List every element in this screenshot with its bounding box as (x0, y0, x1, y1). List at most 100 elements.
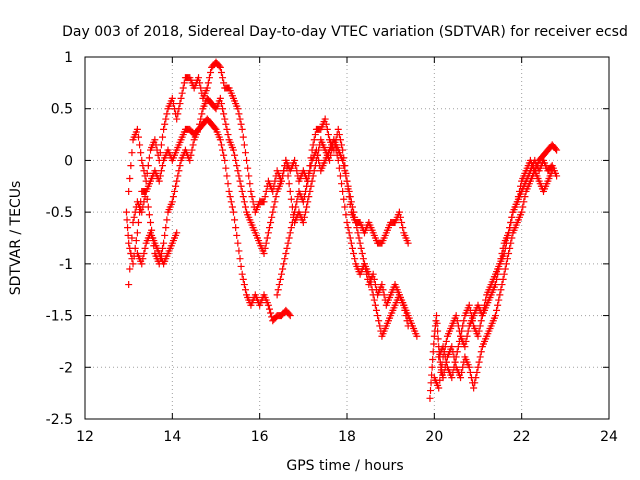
data-point (500, 250, 508, 258)
data-point (451, 358, 459, 366)
data-point (428, 363, 436, 371)
data-point (261, 193, 269, 201)
data-point (278, 177, 285, 185)
data-point (143, 169, 151, 177)
data-point (221, 156, 229, 164)
data-point (348, 244, 356, 252)
data-point (264, 301, 272, 309)
data-point (138, 260, 146, 268)
data-point (493, 275, 501, 283)
data-point (352, 218, 360, 226)
data-point (220, 151, 228, 159)
data-point (238, 187, 246, 195)
data-point (175, 105, 183, 113)
data-point (454, 343, 462, 351)
data-point (285, 310, 293, 318)
data-point (207, 69, 215, 77)
x-tick-label: 18 (338, 429, 356, 445)
data-point (204, 79, 212, 87)
data-point (355, 234, 363, 242)
data-point (502, 260, 510, 268)
data-point (350, 208, 358, 216)
data-point (189, 141, 197, 149)
data-point (231, 216, 239, 224)
x-tick-labels: 12 14 16 18 20 22 24 (76, 429, 618, 445)
data-point (238, 125, 246, 133)
data-point (235, 110, 243, 118)
data-point (134, 133, 142, 141)
x-tick-label: 22 (513, 429, 531, 445)
data-point (500, 270, 508, 278)
data-point (128, 234, 136, 242)
data-point (513, 198, 521, 206)
data-point (229, 146, 237, 154)
data-point (171, 187, 179, 195)
data-point (553, 146, 561, 154)
data-point (216, 136, 224, 144)
data-point (126, 265, 134, 273)
data-point (359, 255, 367, 263)
data-point (440, 348, 448, 356)
data-point (179, 84, 187, 92)
data-point (287, 195, 295, 203)
data-point (160, 239, 168, 247)
data-point (335, 164, 343, 172)
data-point (215, 62, 223, 70)
data-point (351, 213, 359, 221)
data-point (229, 208, 237, 216)
data-point (261, 244, 269, 252)
data-point (315, 156, 323, 164)
data-point (141, 244, 149, 252)
x-tick-label: 20 (425, 429, 443, 445)
data-point (299, 198, 307, 206)
data-point (262, 187, 270, 195)
data-point (477, 317, 485, 325)
data-point (220, 79, 228, 87)
plot-frame (84, 56, 610, 420)
data-point (470, 384, 478, 392)
data-point (306, 167, 314, 175)
data-point (321, 115, 329, 123)
data-point (287, 224, 295, 232)
data-point (290, 213, 298, 221)
data-point (346, 234, 354, 242)
data-point (159, 133, 167, 141)
data-point (260, 250, 268, 258)
data-point (341, 167, 349, 175)
data-point (281, 255, 289, 263)
data-point (497, 286, 505, 294)
data-point (205, 74, 213, 82)
data-point (127, 250, 135, 258)
data-point (234, 105, 242, 113)
data-point (310, 136, 318, 144)
y-tick-label: -2.5 (46, 412, 73, 428)
data-point (453, 348, 461, 356)
data-point (241, 286, 249, 294)
data-point (303, 182, 311, 190)
data-point (137, 149, 145, 157)
data-point (354, 229, 362, 237)
data-point (379, 286, 387, 294)
data-point (177, 94, 185, 102)
data-point (131, 244, 139, 252)
data-point (127, 162, 135, 170)
data-point (227, 198, 235, 206)
data-point (438, 361, 446, 369)
data-point (163, 110, 171, 118)
data-point (434, 335, 442, 343)
data-point (433, 319, 441, 327)
data-point (271, 198, 279, 206)
data-point (271, 177, 279, 185)
data-point (239, 193, 247, 201)
data-point (286, 312, 294, 320)
data-point (474, 363, 482, 371)
data-point (176, 100, 184, 108)
data-point (196, 79, 204, 87)
data-point (132, 237, 140, 245)
data-point (162, 115, 170, 123)
data-point (449, 368, 457, 376)
x-tick-label: 16 (251, 429, 269, 445)
data-point (439, 343, 447, 351)
data-point (457, 332, 465, 340)
